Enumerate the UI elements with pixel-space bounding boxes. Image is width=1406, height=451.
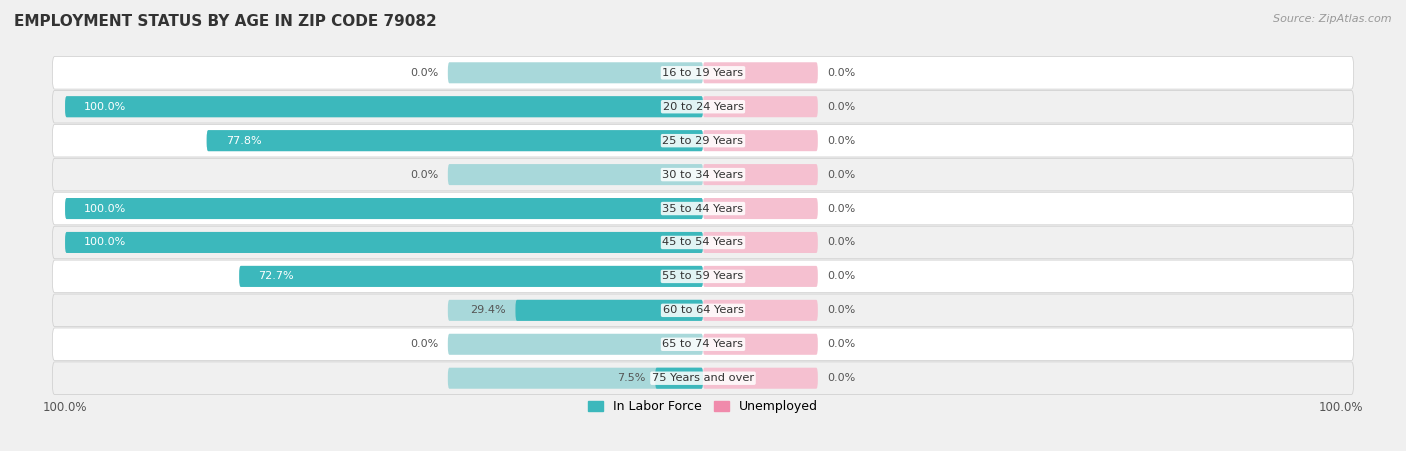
FancyBboxPatch shape (703, 368, 818, 389)
Text: EMPLOYMENT STATUS BY AGE IN ZIP CODE 79082: EMPLOYMENT STATUS BY AGE IN ZIP CODE 790… (14, 14, 437, 28)
FancyBboxPatch shape (65, 96, 703, 117)
FancyBboxPatch shape (52, 158, 1354, 191)
FancyBboxPatch shape (65, 232, 703, 253)
Text: 29.4%: 29.4% (470, 305, 506, 315)
Text: 0.0%: 0.0% (827, 305, 856, 315)
Text: 60 to 64 Years: 60 to 64 Years (662, 305, 744, 315)
Text: Source: ZipAtlas.com: Source: ZipAtlas.com (1274, 14, 1392, 23)
FancyBboxPatch shape (65, 198, 703, 219)
Legend: In Labor Force, Unemployed: In Labor Force, Unemployed (583, 395, 823, 418)
Text: 0.0%: 0.0% (827, 339, 856, 349)
FancyBboxPatch shape (703, 62, 818, 83)
FancyBboxPatch shape (52, 328, 1354, 360)
FancyBboxPatch shape (703, 96, 818, 117)
Text: 0.0%: 0.0% (827, 238, 856, 248)
FancyBboxPatch shape (207, 130, 703, 151)
Text: 100.0%: 100.0% (84, 203, 127, 213)
FancyBboxPatch shape (703, 130, 818, 151)
FancyBboxPatch shape (516, 300, 703, 321)
Text: 55 to 59 Years: 55 to 59 Years (662, 272, 744, 281)
Text: 0.0%: 0.0% (411, 170, 439, 179)
Text: 0.0%: 0.0% (827, 136, 856, 146)
FancyBboxPatch shape (703, 300, 818, 321)
FancyBboxPatch shape (703, 266, 818, 287)
Text: 0.0%: 0.0% (827, 203, 856, 213)
Text: 65 to 74 Years: 65 to 74 Years (662, 339, 744, 349)
FancyBboxPatch shape (65, 232, 703, 253)
Text: 0.0%: 0.0% (827, 102, 856, 112)
Text: 35 to 44 Years: 35 to 44 Years (662, 203, 744, 213)
FancyBboxPatch shape (52, 294, 1354, 327)
Text: 75 Years and over: 75 Years and over (652, 373, 754, 383)
FancyBboxPatch shape (65, 198, 703, 219)
Text: 25 to 29 Years: 25 to 29 Years (662, 136, 744, 146)
FancyBboxPatch shape (52, 124, 1354, 157)
Text: 0.0%: 0.0% (411, 339, 439, 349)
FancyBboxPatch shape (655, 368, 703, 389)
FancyBboxPatch shape (239, 266, 703, 287)
Text: 0.0%: 0.0% (827, 373, 856, 383)
Text: 20 to 24 Years: 20 to 24 Years (662, 102, 744, 112)
FancyBboxPatch shape (52, 362, 1354, 395)
FancyBboxPatch shape (52, 226, 1354, 259)
FancyBboxPatch shape (52, 192, 1354, 225)
Text: 0.0%: 0.0% (827, 68, 856, 78)
FancyBboxPatch shape (703, 232, 818, 253)
Text: 16 to 19 Years: 16 to 19 Years (662, 68, 744, 78)
FancyBboxPatch shape (207, 130, 703, 151)
Text: 72.7%: 72.7% (259, 272, 294, 281)
Text: 77.8%: 77.8% (226, 136, 262, 146)
Text: 30 to 34 Years: 30 to 34 Years (662, 170, 744, 179)
Text: 0.0%: 0.0% (827, 170, 856, 179)
FancyBboxPatch shape (449, 300, 703, 321)
Text: 100.0%: 100.0% (84, 102, 127, 112)
FancyBboxPatch shape (449, 334, 703, 355)
FancyBboxPatch shape (449, 62, 703, 83)
Text: 100.0%: 100.0% (84, 238, 127, 248)
FancyBboxPatch shape (703, 334, 818, 355)
Text: 0.0%: 0.0% (411, 68, 439, 78)
FancyBboxPatch shape (449, 368, 703, 389)
FancyBboxPatch shape (449, 164, 703, 185)
FancyBboxPatch shape (239, 266, 703, 287)
Text: 45 to 54 Years: 45 to 54 Years (662, 238, 744, 248)
Text: 7.5%: 7.5% (617, 373, 645, 383)
FancyBboxPatch shape (52, 56, 1354, 89)
FancyBboxPatch shape (52, 91, 1354, 123)
FancyBboxPatch shape (703, 198, 818, 219)
FancyBboxPatch shape (65, 96, 703, 117)
Text: 0.0%: 0.0% (827, 272, 856, 281)
FancyBboxPatch shape (52, 260, 1354, 293)
FancyBboxPatch shape (703, 164, 818, 185)
